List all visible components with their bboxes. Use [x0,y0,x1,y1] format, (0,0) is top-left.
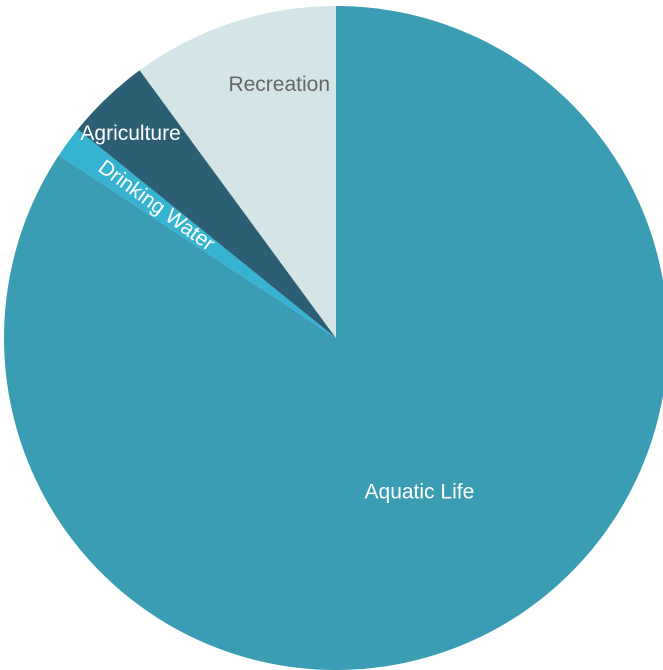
slices-layer [4,5,663,670]
pie-slice-aquatic-life [4,6,663,670]
pie-slice-agriculture [77,70,337,339]
slice-label-recreation: Recreation [228,73,330,96]
slice-label-aquatic-life: Aquatic Life [365,480,475,503]
slice-label-agriculture: Agriculture [80,122,180,145]
pie-slice-drinking-water [58,129,337,338]
pie-slice-recreation [139,5,336,338]
